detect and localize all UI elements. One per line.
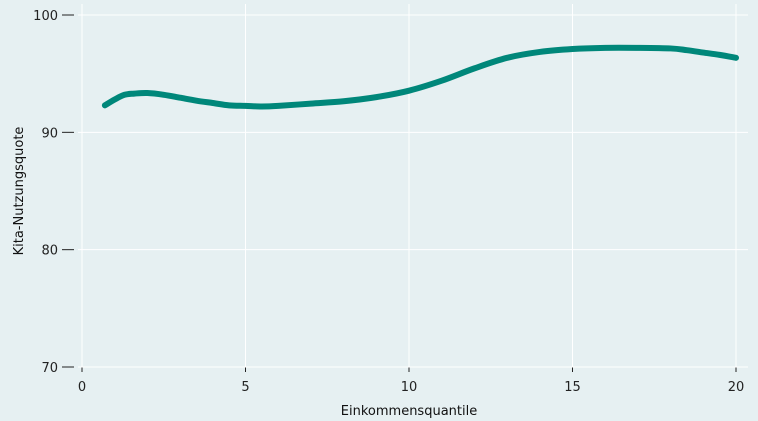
x-tick-label: 0	[78, 380, 86, 395]
x-tick-label: 15	[564, 380, 581, 395]
y-axis-label: Kita-Nutzungsquote	[12, 127, 27, 256]
x-tick-label: 5	[241, 380, 249, 395]
y-tick-label: 100	[33, 9, 58, 24]
grid-lines	[78, 4, 748, 368]
plot-area	[101, 44, 739, 110]
series-line	[101, 44, 739, 110]
y-axis: 70 80 90 100	[33, 9, 74, 376]
x-axis: 0 5 10 15 20	[78, 366, 748, 395]
y-tick-label: 70	[41, 361, 58, 376]
x-axis-label: Einkommensquantile	[341, 404, 477, 419]
y-tick-label: 80	[41, 244, 58, 259]
y-tick-label: 90	[41, 126, 58, 141]
x-tick-label: 20	[728, 380, 745, 395]
x-tick-label: 10	[401, 380, 418, 395]
